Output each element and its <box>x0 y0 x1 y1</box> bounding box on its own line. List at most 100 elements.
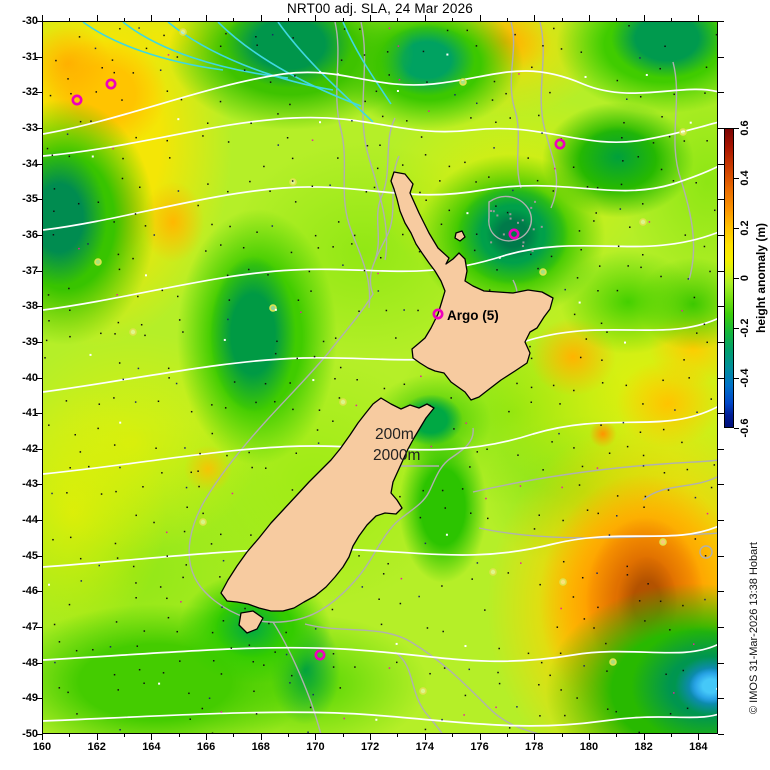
y-tick <box>36 377 42 379</box>
colorbar-tick-label: 0 <box>739 274 751 282</box>
y-tick <box>36 555 42 557</box>
y-tick <box>36 627 42 629</box>
y-tick <box>36 199 42 201</box>
x-tick <box>616 18 618 21</box>
y-tick <box>718 270 724 272</box>
y-tick-label: -36 <box>22 228 38 241</box>
north-island <box>390 171 554 401</box>
x-tick <box>424 734 426 740</box>
x-tick <box>178 18 180 21</box>
y-tick <box>36 234 42 236</box>
x-tick <box>42 734 43 740</box>
y-tick <box>718 698 724 700</box>
colorbar-tick-label: 0.2 <box>739 220 751 236</box>
x-tick <box>206 734 208 740</box>
colorbar-tick-label: -0.6 <box>739 418 751 438</box>
bathymetry-contours-layer <box>188 22 717 733</box>
x-tick <box>643 734 645 740</box>
y-tick-label: -37 <box>22 264 38 277</box>
x-tick-label: 166 <box>196 741 216 753</box>
x-tick-label: 184 <box>689 741 708 753</box>
x-tick <box>452 734 454 737</box>
x-tick <box>479 15 481 21</box>
x-tick <box>315 15 317 21</box>
colorbar-tick-label: -0.2 <box>739 318 751 338</box>
x-tick <box>151 15 153 21</box>
y-tick <box>718 591 724 593</box>
y-tick <box>36 413 42 415</box>
great-barrier-island <box>454 230 466 242</box>
sla-contours-layer <box>43 70 717 727</box>
y-tick <box>718 56 724 58</box>
y-tick <box>718 234 724 236</box>
x-tick <box>233 734 235 737</box>
colorbar-tick-label: -0.4 <box>739 368 751 388</box>
y-tick <box>36 662 42 664</box>
colorbar-tick <box>734 378 739 379</box>
x-tick-label: 176 <box>470 741 489 753</box>
x-tick <box>397 18 399 21</box>
map-overlay: Argo (5) 200m 2000m <box>43 22 717 733</box>
x-tick-label: 174 <box>415 741 434 753</box>
y-tick <box>718 413 724 415</box>
y-tick <box>718 341 724 343</box>
y-tick-label: -30 <box>22 15 38 27</box>
argo-float-marker <box>554 138 566 150</box>
x-tick <box>534 15 536 21</box>
colorbar-tick <box>734 278 739 279</box>
y-tick-label: -44 <box>22 514 38 527</box>
colorbar-tick <box>734 228 739 229</box>
y-tick-label: -50 <box>22 728 38 740</box>
x-tick <box>69 734 71 737</box>
colorbar-tick-label: 0.6 <box>739 120 751 136</box>
y-tick <box>36 127 42 129</box>
y-tick <box>36 306 42 308</box>
x-tick <box>124 734 126 737</box>
y-tick <box>718 520 724 522</box>
y-tick-label: -31 <box>22 50 38 63</box>
argo-float-marker <box>314 649 326 661</box>
map-plot-area: Argo (5) 200m 2000m <box>42 21 718 734</box>
argo-float-marker <box>508 228 520 240</box>
y-tick <box>36 520 42 522</box>
y-tick <box>36 734 42 735</box>
depth-200m-label: 200m <box>375 426 414 443</box>
y-tick <box>36 698 42 700</box>
y-tick <box>718 734 724 735</box>
x-tick <box>260 15 262 21</box>
x-tick-label: 160 <box>32 741 52 753</box>
x-tick <box>342 18 344 21</box>
y-tick-label: -34 <box>22 157 38 170</box>
x-tick <box>370 15 372 21</box>
x-tick <box>342 734 344 737</box>
argo-float-marker <box>432 308 444 320</box>
y-tick-label: -47 <box>22 621 38 634</box>
x-tick <box>288 734 290 737</box>
y-tick <box>718 448 724 450</box>
y-tick <box>718 484 724 486</box>
x-tick-label: 178 <box>525 741 544 753</box>
x-tick <box>506 18 508 21</box>
x-tick-label: 170 <box>306 741 325 753</box>
y-tick-label: -39 <box>22 335 38 348</box>
y-tick-label: -33 <box>22 121 38 134</box>
argo-float-marker <box>105 78 117 90</box>
x-tick-label: 164 <box>142 741 161 753</box>
stewart-island <box>238 610 264 634</box>
observation-dots-layer <box>44 25 717 733</box>
x-tick <box>698 734 700 740</box>
x-tick <box>260 734 262 740</box>
x-tick-label: 162 <box>87 741 106 753</box>
y-tick-label: -48 <box>22 656 38 669</box>
sla-anomaly-field <box>43 22 717 733</box>
copyright-text: © IMOS 31-Mar-2026 13:38 Hobart <box>748 542 760 714</box>
y-tick-label: -40 <box>22 371 38 384</box>
y-tick-label: -45 <box>22 549 38 562</box>
x-tick <box>670 734 672 737</box>
x-tick-label: 168 <box>251 741 270 753</box>
x-tick <box>151 734 153 740</box>
x-tick <box>370 734 372 740</box>
x-tick-label: 172 <box>360 741 380 753</box>
plot-title: NRT00 adj. SLA, 24 Mar 2026 <box>286 1 473 16</box>
y-tick <box>718 662 724 664</box>
